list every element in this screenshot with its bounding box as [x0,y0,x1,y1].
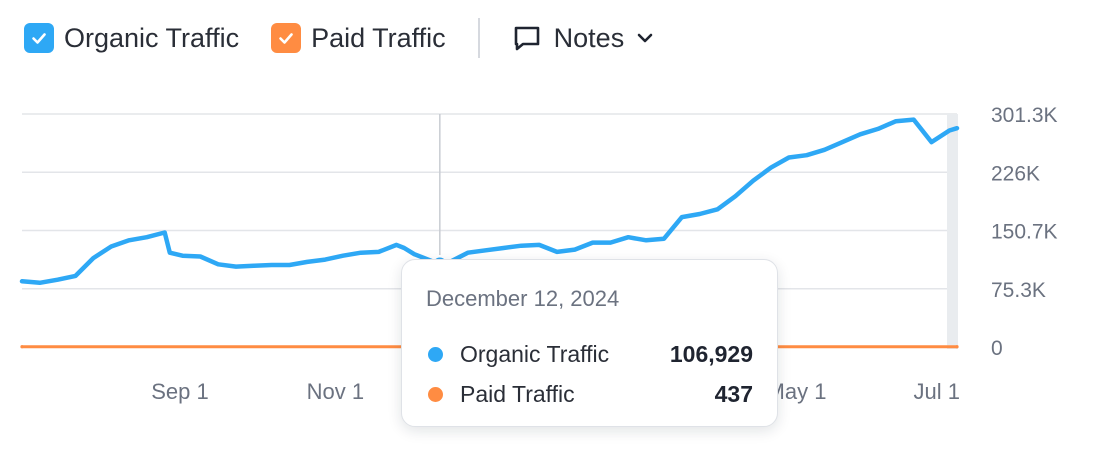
range-end-band [947,114,958,349]
organic-data-point [912,118,916,122]
organic-data-point [359,251,363,255]
organic-data-point [608,241,613,245]
organic-data-point [341,254,345,258]
checkmark-icon [32,33,46,44]
organic-data-point [644,238,648,242]
legend-paid-traffic[interactable]: Paid Traffic [271,23,446,54]
y-tick-label: 226K [991,162,1040,185]
paid-legend-label: Paid Traffic [311,22,446,53]
x-tick-label: Nov 1 [307,379,364,404]
organic-data-point [252,264,256,268]
paid-data-point [20,345,24,349]
y-tick-label: 0 [991,337,1003,360]
organic-data-point [38,281,42,285]
organic-data-point [109,244,113,249]
organic-data-point [198,254,202,259]
tooltip-row-organic: Organic Traffic 106,929 [426,334,753,374]
organic-data-point [698,212,702,216]
organic-data-point [323,258,327,262]
organic-data-point [537,243,541,247]
organic-data-point [662,237,666,241]
organic-data-point [216,262,220,266]
chat-bubble-icon [514,26,539,51]
organic-data-point [680,215,684,219]
organic-data-point [402,246,406,250]
y-tick-label: 150.7K [991,221,1058,244]
organic-data-point [20,279,24,283]
legend-organic-traffic[interactable]: Organic Traffic [24,23,239,54]
y-tick-label: 75.3K [991,279,1046,302]
organic-data-point [822,148,827,152]
y-tick-label: 301.3K [991,104,1058,127]
organic-data-point [484,248,488,252]
organic-data-point [127,238,131,242]
organic-checkbox[interactable] [24,23,54,53]
organic-data-point [163,230,167,235]
organic-data-point [555,250,559,254]
organic-data-point [573,247,577,252]
organic-data-point [56,278,60,282]
organic-data-point [805,153,809,157]
organic-data-point [466,251,470,255]
organic-data-point [751,179,755,183]
paid-data-point [955,345,959,349]
paid-dot [428,386,443,402]
organic-data-point [519,244,523,248]
organic-data-point [858,132,862,136]
organic-data-point [305,260,309,264]
organic-data-point [412,252,416,256]
legend-bar: Organic Traffic Paid Traffic Notes [24,18,656,58]
organic-legend-label: Organic Traffic [64,22,240,53]
organic-data-point [840,140,844,144]
checkmark-icon [279,33,293,44]
organic-data-point [955,126,959,130]
organic-data-point [947,128,951,133]
organic-data-point [270,263,274,267]
organic-data-point [394,243,399,247]
organic-data-point [73,274,78,278]
organic-data-point [180,254,185,258]
organic-data-point [591,241,595,245]
organic-data-point [626,235,630,239]
paid-checkbox[interactable] [271,23,302,53]
tooltip-paid-name: Paid Traffic [460,380,575,407]
organic-data-point [787,155,791,160]
tooltip-organic-value: 106,929 [669,340,753,367]
tooltip-paid-value: 437 [714,380,753,407]
hover-tooltip: December 12, 2024 Organic Traffic 106,92… [401,259,778,427]
organic-data-point [145,235,149,239]
organic-data-point [287,263,292,267]
organic-data-point [894,119,898,123]
organic-data-point [769,165,773,170]
tooltip-organic-name: Organic Traffic [460,340,610,367]
legend-divider [477,18,480,58]
tooltip-date: December 12, 2024 [426,286,620,311]
y-axis-ticks: 301.3K 226K 150.7K 75.3K 0 [991,104,1058,360]
organic-data-point [501,246,506,250]
organic-data-point [168,251,172,255]
chevron-down-icon [637,33,653,43]
organic-data-point [91,256,95,260]
organic-data-point [234,264,238,269]
x-tick-label: Sep 1 [151,379,209,404]
organic-data-point [876,127,880,131]
x-tick-label: Jul 1 [914,379,960,404]
organic-dot [428,346,443,362]
organic-data-point [715,207,720,211]
tooltip-row-paid: Paid Traffic 437 [426,374,753,414]
notes-label: Notes [553,22,625,53]
organic-data-point [733,194,737,198]
organic-data-point [377,250,381,254]
notes-dropdown[interactable]: Notes [512,23,657,54]
organic-data-point [929,140,934,144]
